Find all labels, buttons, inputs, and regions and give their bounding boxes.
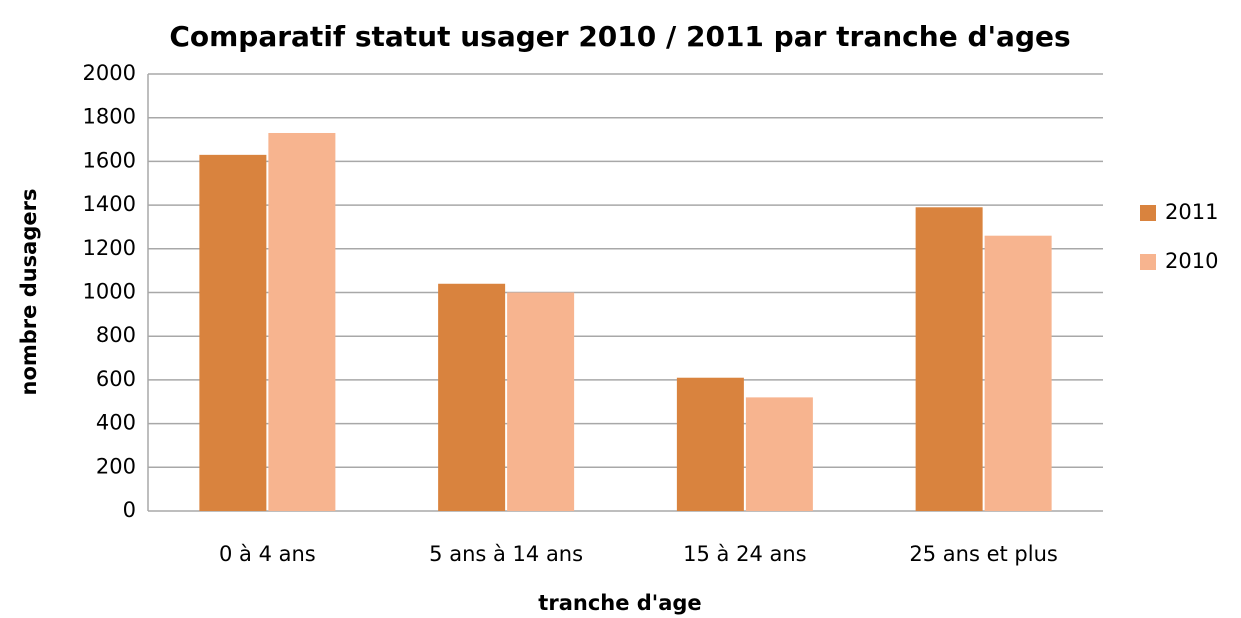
y-tick-label: 1800 (83, 105, 136, 129)
chart-title: Comparatif statut usager 2010 / 2011 par… (169, 20, 1070, 53)
x-tick-label: 25 ans et plus (909, 542, 1057, 566)
y-tick-label: 1600 (83, 148, 136, 172)
y-tick-label: 2000 (83, 61, 136, 85)
x-axis-title: tranche d'age (538, 591, 701, 615)
legend-label: 2011 (1165, 200, 1218, 224)
legend-label: 2010 (1165, 249, 1218, 273)
y-tick-label: 200 (96, 454, 136, 478)
bar (507, 292, 575, 511)
bar (438, 283, 506, 511)
y-tick-label: 600 (96, 367, 136, 391)
bar (676, 377, 744, 511)
y-tick-label: 400 (96, 411, 136, 435)
legend-swatch (1140, 205, 1156, 221)
bar (268, 132, 336, 511)
bar (199, 154, 267, 511)
bar (915, 207, 983, 511)
x-tick-label: 0 à 4 ans (219, 542, 316, 566)
x-tick-label: 15 à 24 ans (683, 542, 806, 566)
y-tick-label: 800 (96, 323, 136, 347)
y-tick-label: 1400 (83, 192, 136, 216)
bar (984, 235, 1052, 511)
y-tick-label: 1200 (83, 236, 136, 260)
y-axis-title: nombre dusagers (17, 189, 41, 396)
bar (745, 397, 813, 511)
legend-swatch (1140, 254, 1156, 270)
y-tick-label: 1000 (83, 280, 136, 304)
x-tick-label: 5 ans à 14 ans (429, 542, 583, 566)
y-tick-label: 0 (123, 498, 136, 522)
